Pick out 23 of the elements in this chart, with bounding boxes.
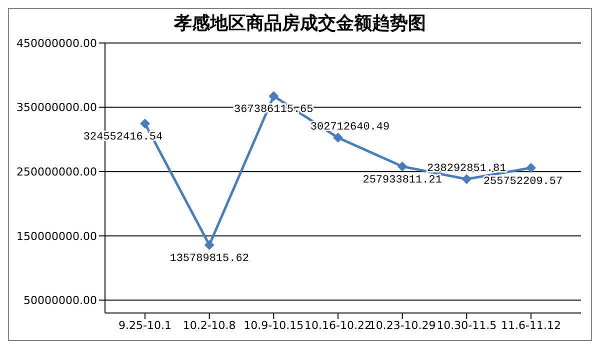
y-tick-label: 350000000.00 [16, 101, 97, 114]
x-tick-label: 10.23-10.29 [368, 318, 436, 332]
x-tick-label: 10.2-10.8 [182, 318, 236, 332]
x-tick-label: 9.25-10.1 [118, 318, 172, 332]
point [204, 240, 214, 250]
point [140, 118, 150, 129]
data-label: 255752209.57 [483, 176, 563, 188]
point [268, 91, 279, 102]
point [462, 174, 472, 184]
data-label: 257933811.21 [362, 174, 442, 186]
data-label: 135789815.62 [170, 252, 249, 265]
y-tick-label: 50000000.00 [24, 294, 97, 308]
x-tick-label: 10.30-11.5 [436, 318, 497, 332]
x-tick-label: 11.6-11.12 [501, 318, 561, 332]
x-tick-label: 10.16-10.22 [304, 318, 372, 332]
chart-title: 孝感地区商品房成交金额趋势图 [174, 13, 426, 34]
x-tick-label: 10.9-10.15 [244, 318, 304, 332]
y-tick-label: 450000000.00 [16, 36, 97, 50]
y-tick-label: 150000000.00 [16, 230, 97, 243]
point [333, 132, 343, 143]
point [397, 161, 408, 172]
y-tick-label: 250000000.00 [16, 165, 97, 178]
point [526, 162, 536, 173]
